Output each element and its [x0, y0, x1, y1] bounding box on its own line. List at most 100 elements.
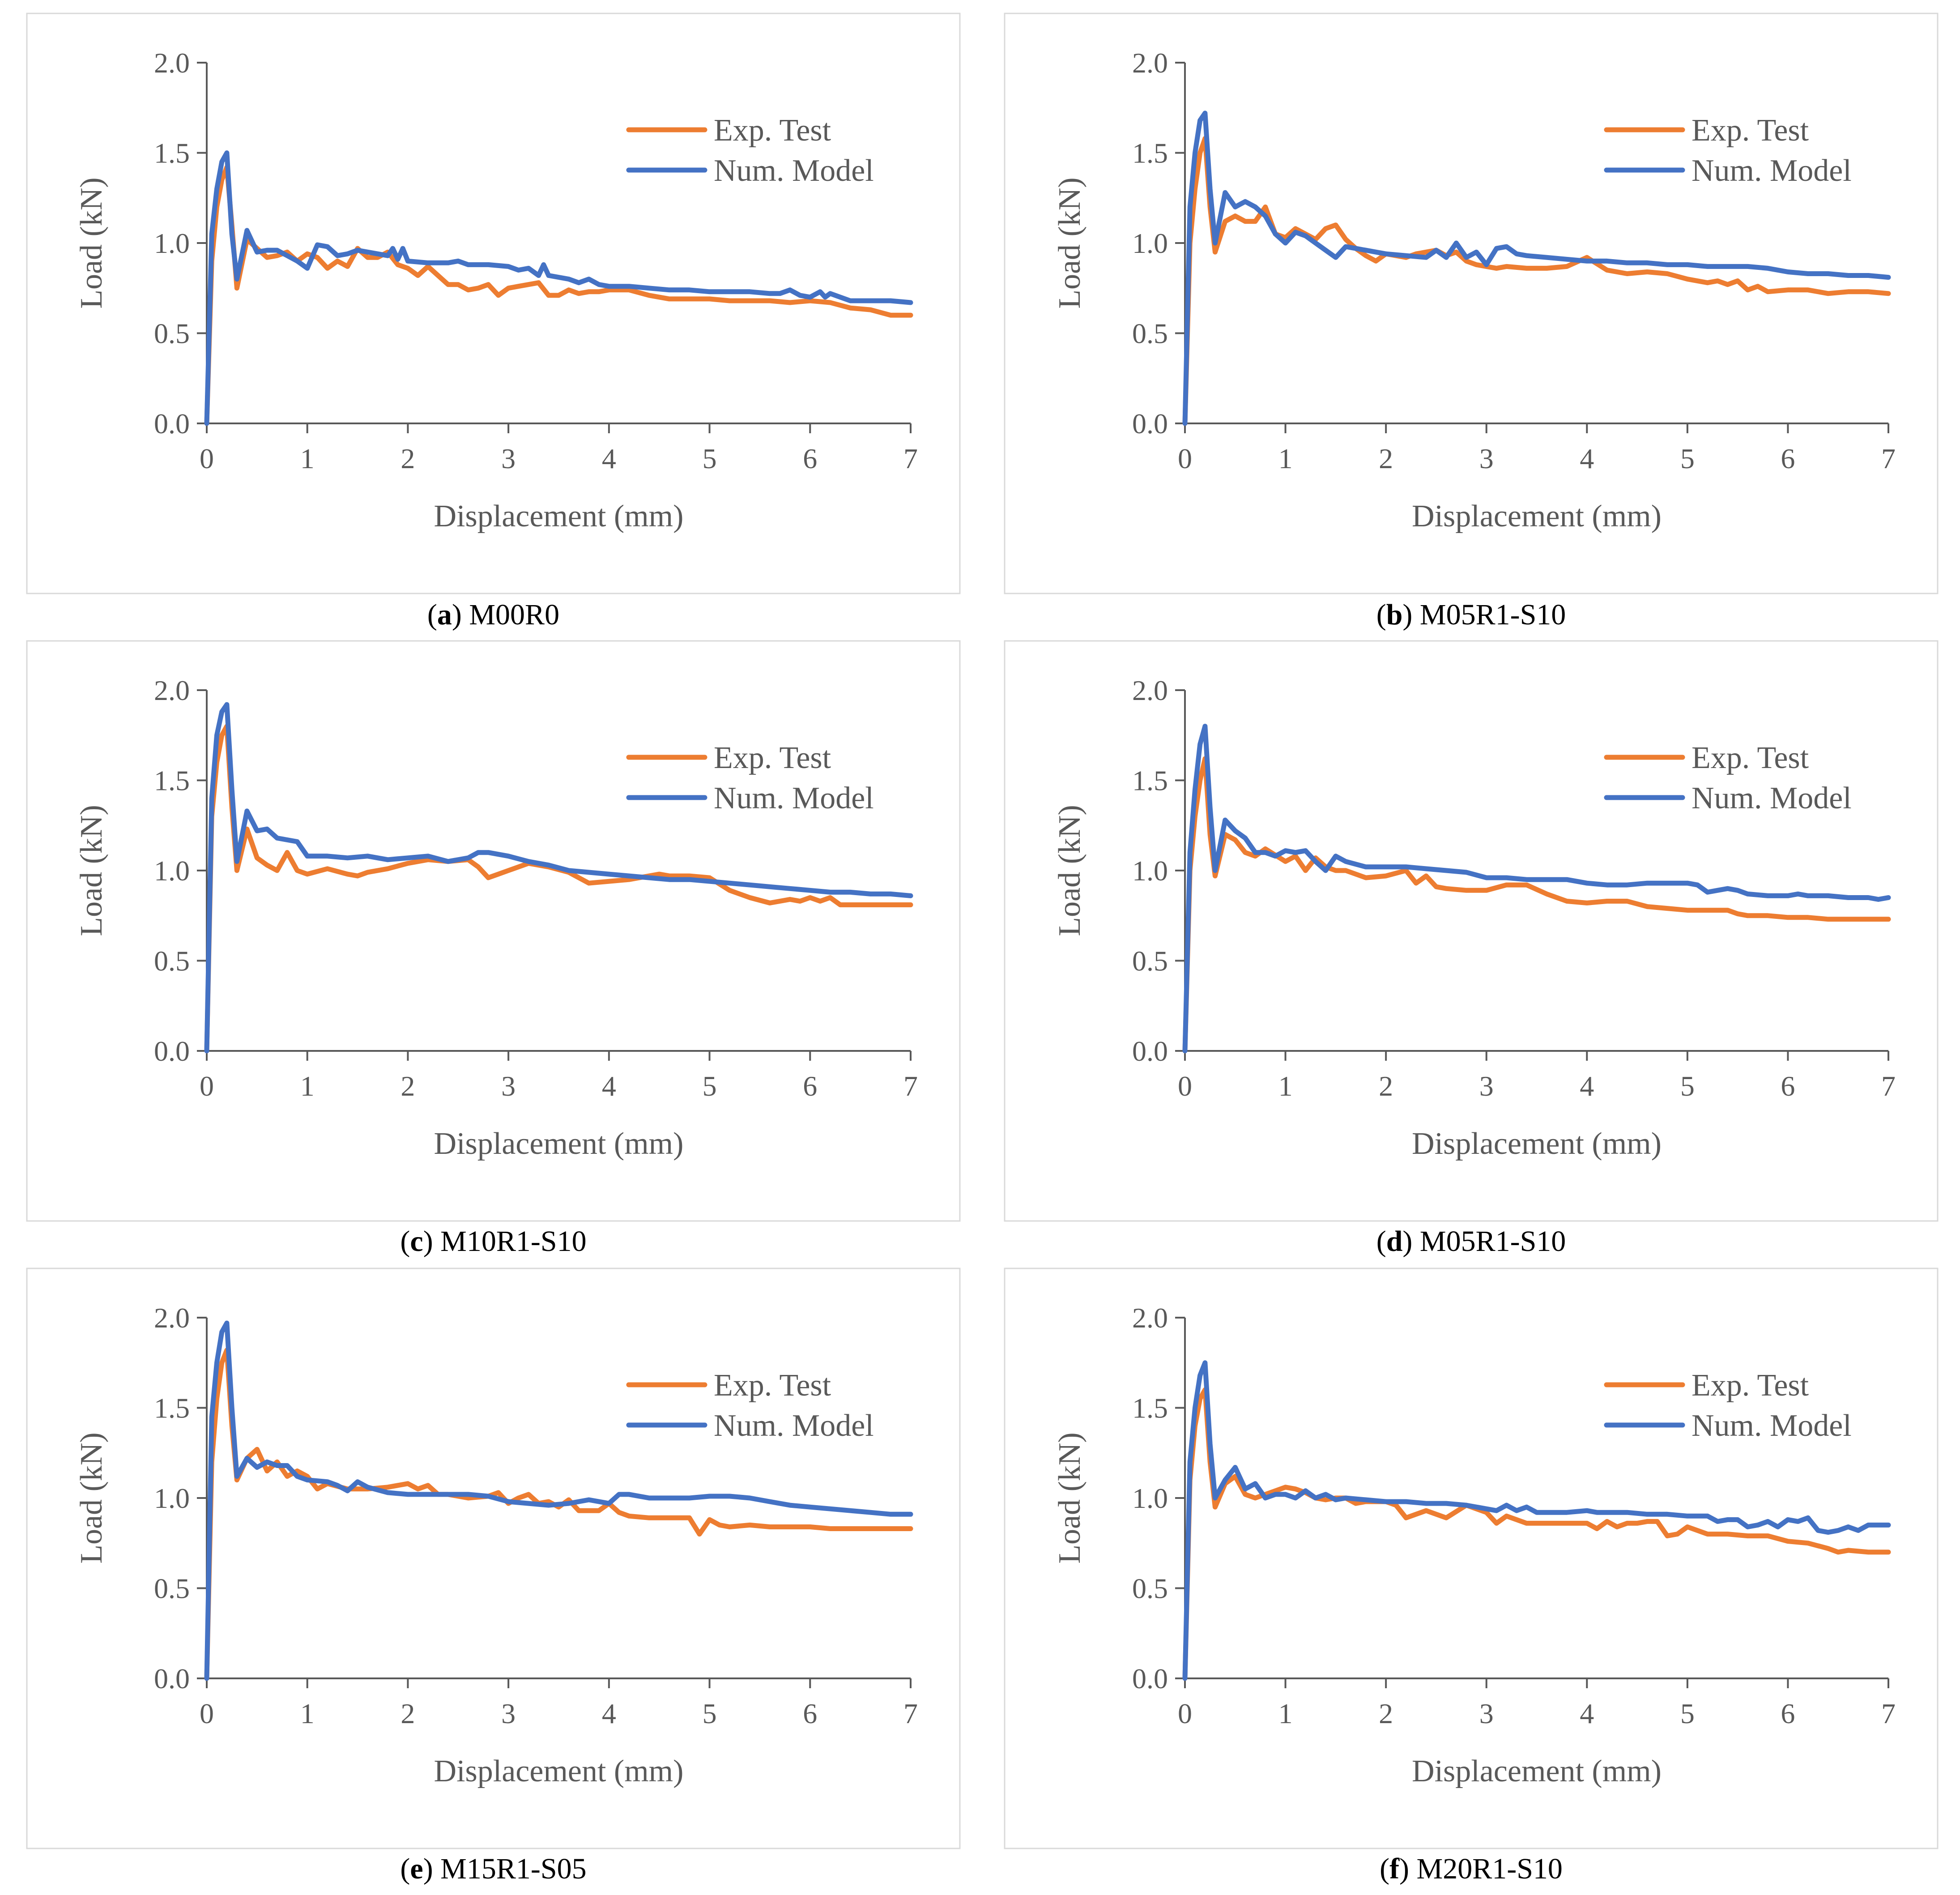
y-tick-label: 0.5	[1132, 318, 1168, 350]
chart-frame	[26, 640, 961, 1222]
legend-label-num: Num. Model	[1692, 781, 1852, 815]
y-tick-label: 2.0	[154, 47, 190, 79]
x-tick-label: 2	[1379, 443, 1393, 474]
x-tick-label: 6	[1781, 1698, 1795, 1729]
x-tick-label: 5	[1680, 1698, 1695, 1729]
chart-panel-f: 0.0 0.5 1.0 1.5 2.0 0 1 2 3 4 5 6 7 Displacement (mm)…	[1004, 1268, 1939, 1885]
x-tick-label: 3	[501, 1070, 516, 1102]
y-tick-label: 1.5	[1132, 137, 1168, 169]
legend-label-exp: Exp. Test	[714, 741, 831, 775]
x-axis-title: Displacement (mm)	[434, 499, 684, 534]
caption-title: ) M05R1-S10	[1402, 1225, 1566, 1258]
chart-frame	[1004, 640, 1939, 1222]
x-tick-label: 7	[903, 1070, 918, 1102]
x-tick-label: 3	[1479, 1070, 1494, 1102]
x-tick-label: 5	[1680, 1070, 1695, 1102]
x-axis-title: Displacement (mm)	[1412, 1754, 1662, 1788]
y-tick-label: 2.0	[154, 1302, 190, 1334]
x-tick-label: 4	[602, 1698, 616, 1729]
caption-letter: f	[1389, 1852, 1400, 1885]
y-tick-label: 2.0	[1132, 1302, 1168, 1334]
chart-panel-d: 0.0 0.5 1.0 1.5 2.0 0 1 2 3 4 5 6 7 Displacement (mm)…	[1004, 640, 1939, 1258]
legend-label-exp: Exp. Test	[714, 113, 831, 148]
caption-title: ) M00R0	[452, 598, 559, 631]
y-tick-label: 2.0	[1132, 674, 1168, 706]
legend-label-num: Num. Model	[1692, 1408, 1852, 1443]
x-tick-label: 7	[1881, 443, 1896, 474]
x-tick-label: 5	[703, 1698, 717, 1729]
y-tick-label: 0.0	[154, 1035, 190, 1067]
y-tick-label: 1.5	[154, 765, 190, 797]
caption-paren-open: (	[427, 598, 437, 631]
legend-label-num: Num. Model	[714, 1408, 874, 1443]
chart-frame	[1004, 1268, 1939, 1849]
caption-letter: e	[410, 1852, 423, 1885]
num-model-series-line	[204, 150, 913, 426]
caption-paren-open: (	[1376, 598, 1386, 631]
x-tick-label: 7	[1881, 1698, 1896, 1729]
x-tick-label: 5	[1680, 443, 1695, 474]
legend-label-num: Num. Model	[714, 781, 874, 815]
legend-label-exp: Exp. Test	[1692, 1368, 1809, 1403]
x-tick-label: 4	[1580, 443, 1594, 474]
y-axis-title: Load (kN)	[1052, 177, 1087, 309]
x-tick-label: 6	[803, 1070, 817, 1102]
y-tick-label: 0.5	[154, 1573, 190, 1605]
x-tick-label: 1	[1278, 1698, 1293, 1729]
x-tick-label: 3	[1479, 1698, 1494, 1729]
num-model-series-line	[204, 702, 913, 1054]
exp-test-series-line	[1182, 756, 1891, 1054]
y-tick-label: 1.5	[154, 1392, 190, 1424]
caption-title: ) M15R1-S05	[423, 1852, 587, 1885]
caption-letter: d	[1386, 1225, 1403, 1258]
exp-test-series-line	[204, 724, 913, 1054]
x-tick-label: 1	[1278, 1070, 1293, 1102]
x-tick-label: 5	[703, 1070, 717, 1102]
y-tick-label: 1.5	[154, 137, 190, 169]
x-tick-label: 2	[1379, 1070, 1393, 1102]
panel-caption: (f) M20R1-S10	[1380, 1852, 1563, 1885]
legend-label-num: Num. Model	[1692, 154, 1852, 188]
x-axis-title: Displacement (mm)	[434, 1754, 684, 1788]
num-model-series-line	[1182, 111, 1891, 426]
x-axis-title: Displacement (mm)	[434, 1127, 684, 1161]
y-tick-label: 0.0	[154, 1663, 190, 1694]
legend-label-exp: Exp. Test	[1692, 741, 1809, 775]
x-tick-label: 0	[200, 1070, 214, 1102]
x-tick-label: 2	[401, 443, 415, 474]
x-tick-label: 1	[300, 1070, 315, 1102]
x-tick-label: 4	[1580, 1070, 1594, 1102]
panel-caption: (d) M05R1-S10	[1376, 1225, 1566, 1258]
y-tick-label: 1.5	[1132, 765, 1168, 797]
legend-label-exp: Exp. Test	[1692, 113, 1809, 148]
legend-label-exp: Exp. Test	[714, 1368, 831, 1403]
caption-letter: c	[410, 1225, 423, 1258]
x-tick-label: 4	[1580, 1698, 1594, 1729]
x-axis-title: Displacement (mm)	[1412, 1127, 1662, 1161]
y-tick-label: 0.5	[154, 945, 190, 977]
y-axis-title: Load (kN)	[1052, 1432, 1087, 1564]
x-tick-label: 5	[703, 443, 717, 474]
y-tick-label: 0.5	[1132, 1573, 1168, 1605]
x-tick-label: 6	[803, 1698, 817, 1729]
caption-title: ) M20R1-S10	[1399, 1852, 1563, 1885]
x-tick-label: 0	[1178, 1070, 1192, 1102]
caption-paren-open: (	[1380, 1852, 1389, 1885]
panel-caption: (a) M00R0	[427, 598, 559, 631]
y-tick-label: 1.0	[1132, 227, 1168, 259]
y-tick-label: 1.0	[154, 227, 190, 259]
x-tick-label: 0	[200, 1698, 214, 1729]
exp-test-series-line	[204, 165, 913, 426]
chart-panel-c: 0.0 0.5 1.0 1.5 2.0 0 1 2 3 4 5 6 7 Displacement (mm)…	[26, 640, 961, 1258]
x-tick-label: 6	[1781, 443, 1795, 474]
y-tick-label: 0.0	[154, 408, 190, 440]
y-axis-title: Load (kN)	[1052, 805, 1087, 936]
y-axis-title: Load (kN)	[74, 1432, 109, 1564]
y-axis-title: Load (kN)	[74, 805, 109, 936]
x-tick-label: 3	[501, 443, 516, 474]
y-tick-label: 0.0	[1132, 1035, 1168, 1067]
y-tick-label: 0.0	[1132, 408, 1168, 440]
panel-caption: (b) M05R1-S10	[1376, 598, 1566, 631]
